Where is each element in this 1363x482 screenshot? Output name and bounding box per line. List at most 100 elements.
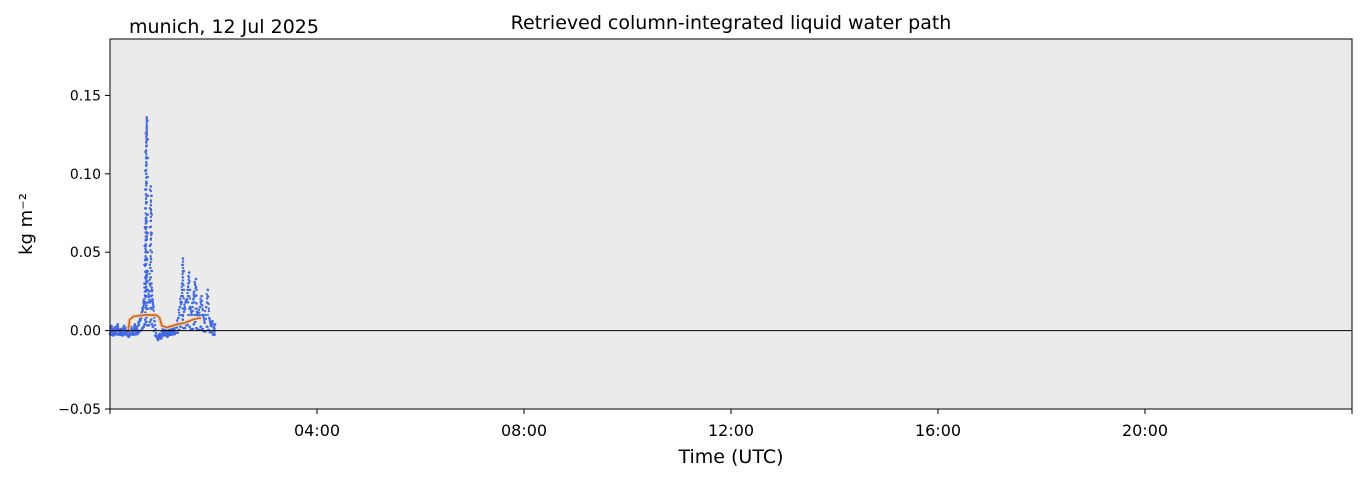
data-point <box>211 323 215 326</box>
data-point <box>152 309 155 312</box>
data-point <box>145 129 148 132</box>
data-point <box>144 169 147 172</box>
data-point <box>208 316 211 320</box>
data-point <box>144 131 147 135</box>
data-point <box>148 278 152 281</box>
data-point <box>180 291 184 295</box>
data-point <box>144 249 148 252</box>
data-point <box>150 290 154 293</box>
chart-subtitle: munich, 12 Jul 2025 <box>129 16 319 38</box>
data-point <box>148 290 151 293</box>
x-axis-label: Time (UTC) <box>677 446 783 468</box>
data-point <box>190 311 193 315</box>
data-point <box>200 325 203 328</box>
data-point <box>200 294 203 298</box>
data-point <box>206 325 209 328</box>
data-point <box>148 263 151 266</box>
data-point <box>137 323 141 326</box>
data-point <box>149 260 152 264</box>
data-point <box>167 331 170 335</box>
data-point <box>151 297 154 301</box>
data-point <box>147 292 150 296</box>
data-point <box>213 327 216 331</box>
y-tick-label: 0.00 <box>70 324 101 340</box>
data-point <box>180 301 184 304</box>
x-tick-label: 08:00 <box>501 421 547 440</box>
data-point <box>179 297 182 301</box>
data-point <box>182 288 186 291</box>
data-point <box>200 299 204 303</box>
data-point <box>192 323 196 326</box>
data-point <box>145 144 148 147</box>
data-point <box>146 258 149 262</box>
data-point <box>176 331 180 335</box>
y-tick-label: −0.05 <box>58 402 101 418</box>
data-point <box>148 207 151 210</box>
data-point <box>139 319 142 322</box>
data-point <box>195 307 199 310</box>
data-point <box>183 305 186 309</box>
data-point <box>191 305 194 309</box>
data-point <box>194 277 198 281</box>
data-point <box>188 295 191 298</box>
data-point <box>143 318 147 321</box>
y-axis-label: kg m⁻² <box>16 193 37 255</box>
data-point <box>145 153 148 156</box>
data-point <box>142 297 146 301</box>
data-point <box>144 278 148 281</box>
chart-title: Retrieved column-integrated liquid water… <box>511 12 952 34</box>
data-point <box>181 257 185 260</box>
data-point <box>153 319 156 323</box>
data-point <box>110 324 113 328</box>
data-point <box>146 288 149 291</box>
data-point <box>145 219 148 222</box>
data-point <box>144 282 147 285</box>
data-point <box>183 326 187 330</box>
data-point <box>179 325 183 328</box>
data-point <box>146 232 149 235</box>
data-point <box>181 272 184 276</box>
data-point <box>149 276 152 279</box>
data-point <box>144 290 148 293</box>
data-point <box>147 298 151 301</box>
data-point <box>204 313 207 317</box>
data-point <box>149 249 152 252</box>
data-point <box>205 301 208 304</box>
data-point <box>213 325 216 328</box>
data-point <box>207 309 211 313</box>
data-point <box>188 280 191 283</box>
data-point <box>193 313 196 317</box>
data-point <box>145 304 148 307</box>
data-point <box>205 292 208 296</box>
data-point <box>186 285 190 289</box>
data-point <box>182 310 186 314</box>
data-point <box>144 254 147 258</box>
data-point <box>182 270 185 274</box>
data-point <box>213 333 216 336</box>
data-point <box>144 172 148 176</box>
data-point <box>148 284 152 287</box>
data-point <box>201 309 204 312</box>
data-point <box>186 288 189 292</box>
data-point <box>130 327 133 330</box>
data-point <box>116 325 120 328</box>
data-point <box>154 327 157 331</box>
data-point <box>188 288 191 292</box>
data-point <box>194 307 197 310</box>
data-point <box>181 276 185 279</box>
data-point <box>145 276 148 279</box>
data-point <box>145 182 148 185</box>
data-point <box>187 271 191 274</box>
data-point <box>150 294 154 297</box>
data-point <box>201 304 204 307</box>
data-point <box>177 308 180 312</box>
data-point <box>144 193 148 196</box>
data-marks <box>108 116 217 342</box>
data-point <box>208 318 211 322</box>
data-point <box>180 263 184 266</box>
data-point <box>188 297 192 300</box>
data-point <box>145 155 148 159</box>
data-point <box>151 301 155 305</box>
data-point <box>146 307 149 310</box>
data-point <box>199 301 202 304</box>
